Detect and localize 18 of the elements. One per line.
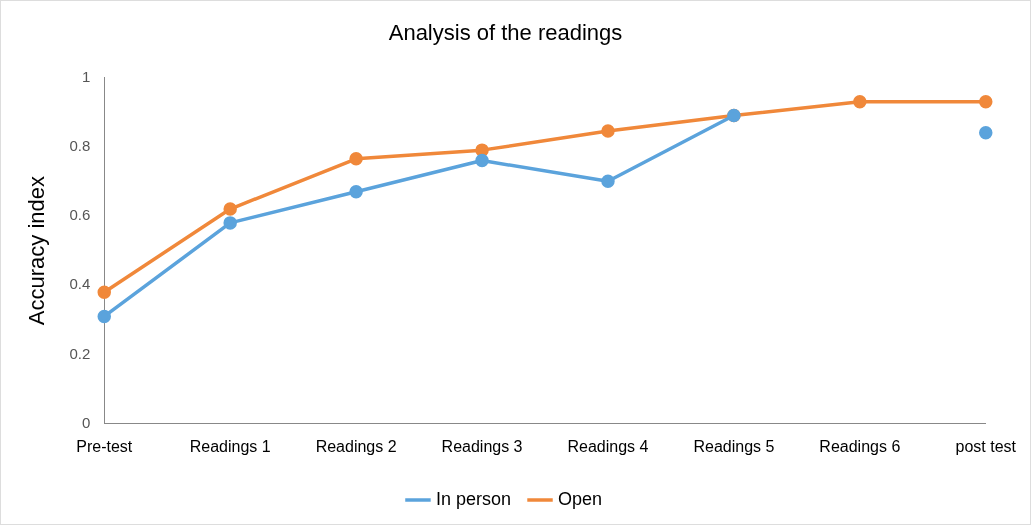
legend-label: In person [435,488,512,509]
chart-title: Analysis of the readings [388,20,623,46]
x-tick-label: Readings 2 [315,437,397,455]
y-tick-label: 0.2 [69,344,91,362]
y-tick-label: 0.6 [69,206,91,224]
y-axis-title: Accuracy index [24,176,50,326]
y-tick-label: 0.8 [69,136,91,154]
legend-label: Open [558,488,603,509]
x-tick-label: post test [955,437,1017,455]
y-tick-label: 1 [81,67,91,85]
x-tick-label: Pre-test [76,437,133,455]
y-tick-label: 0 [81,413,91,431]
x-tick-label: Readings 1 [189,437,271,455]
y-tick-label: 0.4 [69,275,91,293]
x-tick-label: Readings 3 [441,437,523,455]
x-tick-label: Readings 4 [567,437,649,455]
x-tick-label: Readings 5 [693,437,775,455]
x-tick-label: Readings 6 [819,437,901,455]
